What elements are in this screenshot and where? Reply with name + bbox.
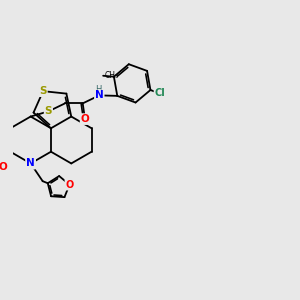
Text: N: N	[26, 158, 35, 168]
Text: N: N	[26, 158, 35, 168]
Text: H: H	[95, 85, 102, 94]
Text: S: S	[45, 106, 52, 116]
Text: Cl: Cl	[154, 88, 165, 98]
Text: S: S	[39, 86, 47, 96]
Text: O: O	[65, 180, 74, 190]
Text: O: O	[0, 162, 8, 172]
Text: CH₃: CH₃	[105, 71, 119, 80]
Text: N: N	[95, 90, 104, 100]
Text: O: O	[81, 114, 89, 124]
